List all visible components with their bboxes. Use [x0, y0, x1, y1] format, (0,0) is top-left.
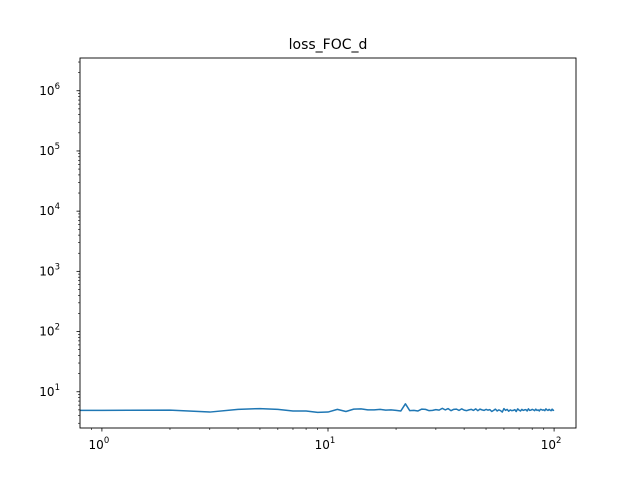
chart-title: loss_FOC_d: [289, 37, 368, 53]
x-tick-label: 100: [89, 436, 110, 452]
y-tick-label: 106: [39, 82, 60, 98]
y-tick-label: 104: [39, 202, 60, 218]
x-tick-label: 102: [541, 436, 562, 452]
y-tick-label: 105: [39, 142, 60, 158]
tick-layer: 100 101 102 101 102 103 104 105 106: [39, 61, 562, 452]
plot-frame: [79, 57, 577, 429]
y-tick-label: 103: [39, 262, 60, 278]
x-tick-label: 101: [315, 436, 336, 452]
series-layer: [80, 403, 555, 414]
y-tick-label: 102: [39, 323, 60, 339]
y-tick-label: 101: [39, 383, 60, 399]
series-line-0: [80, 403, 555, 414]
